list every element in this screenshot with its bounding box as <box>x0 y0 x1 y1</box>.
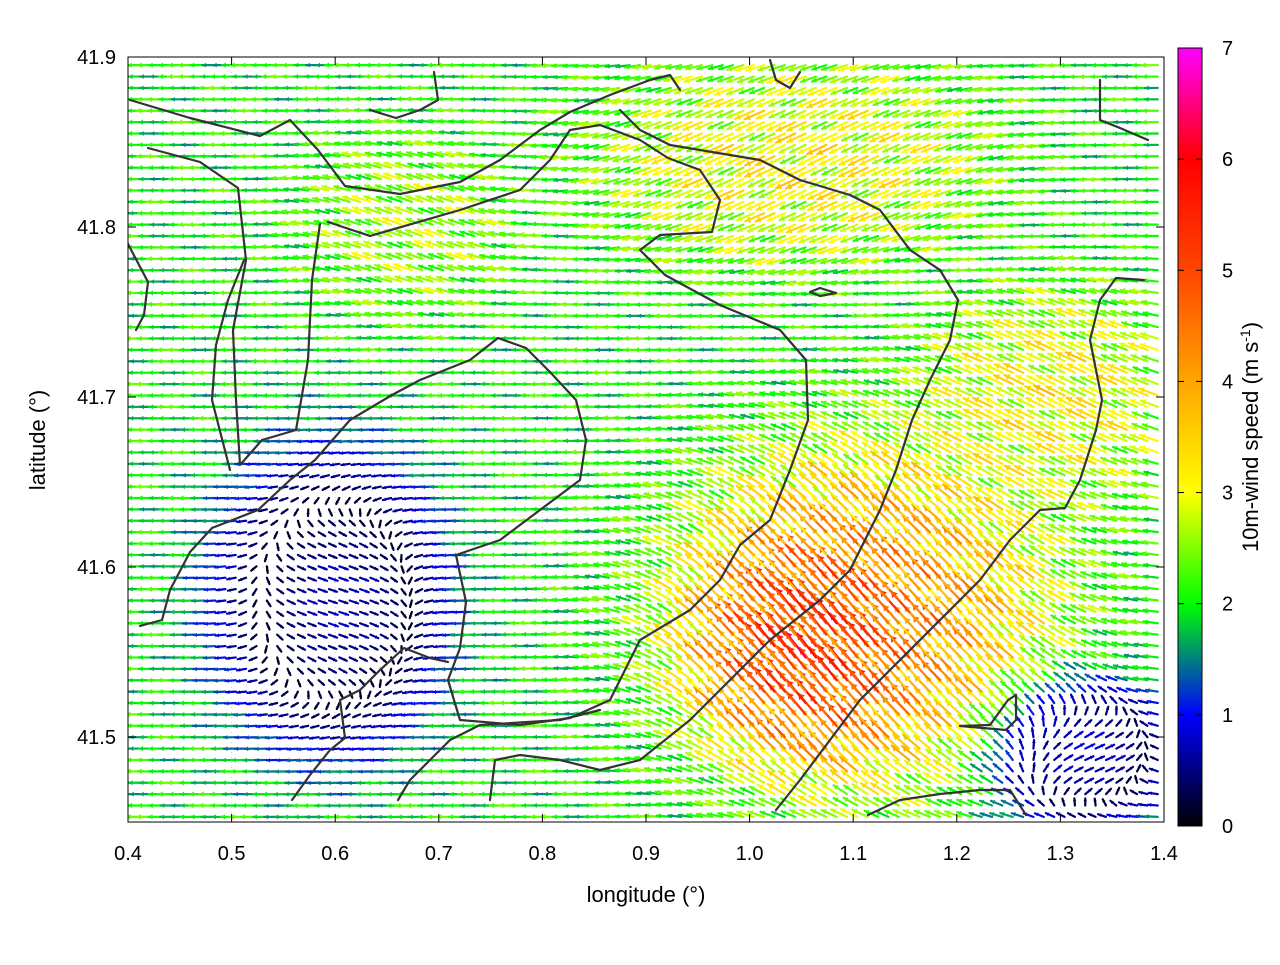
chart-svg: 0.40.50.60.70.80.91.01.11.21.31.441.541.… <box>0 0 1280 960</box>
chart-root: 0.40.50.60.70.80.91.01.11.21.31.441.541.… <box>0 0 1280 960</box>
